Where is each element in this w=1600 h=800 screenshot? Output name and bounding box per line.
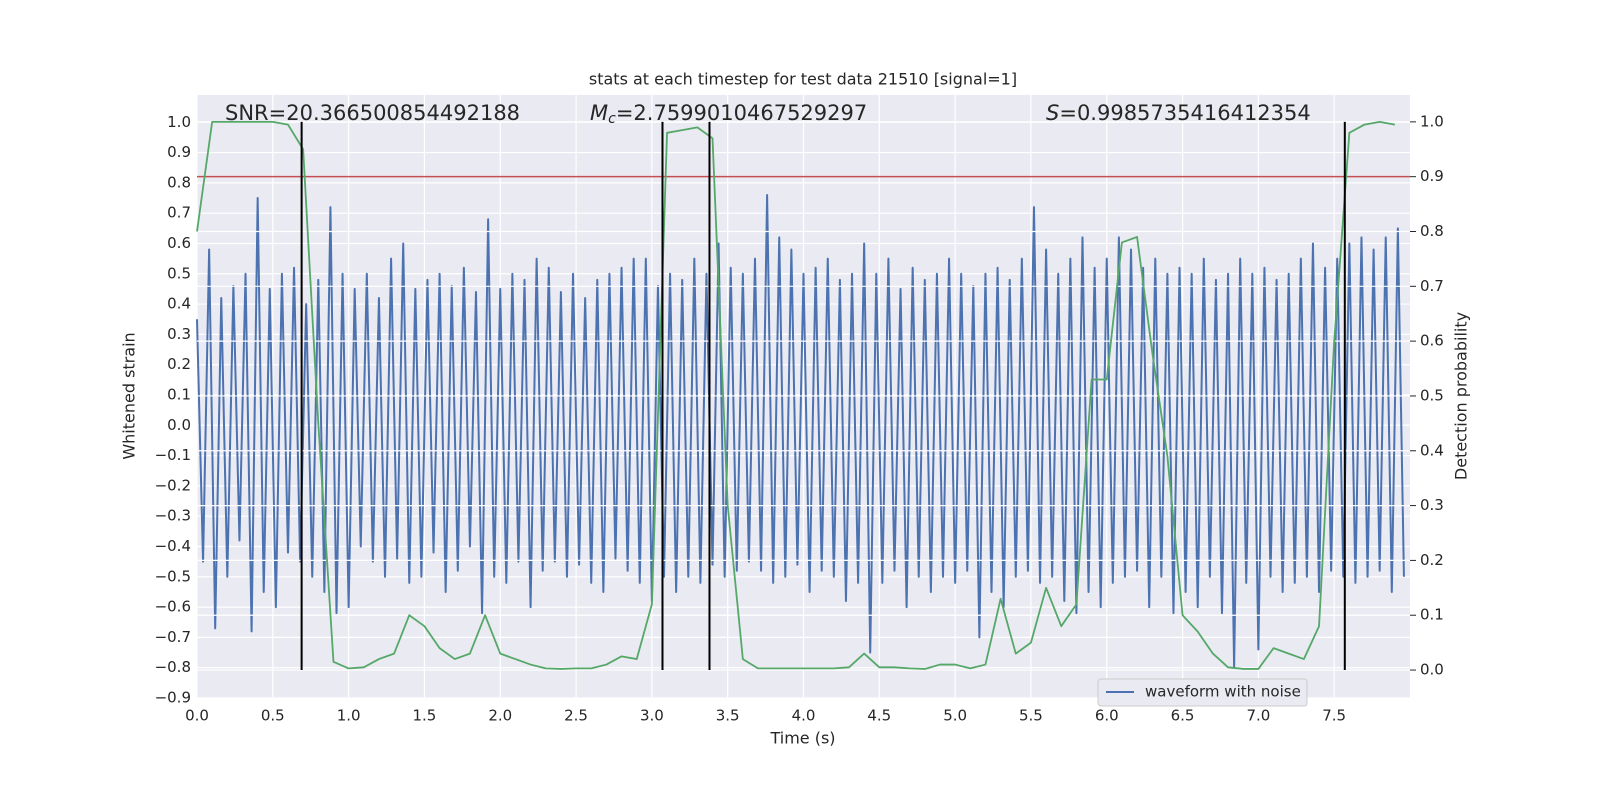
annotation-text: =0.9985735416412354	[1059, 101, 1310, 125]
x-tick-label: 5.5	[1019, 707, 1043, 725]
y-tick-label: 0.1	[167, 385, 191, 403]
y2-tick-label: 0.1	[1420, 606, 1444, 624]
x-tick-label: 4.0	[792, 707, 816, 725]
y-tick-label: 0.2	[167, 355, 191, 373]
y-tick-label: 0.4	[167, 295, 191, 313]
y2-axis-label: Detection probability	[1452, 312, 1471, 480]
y2-tick-label: 0.9	[1420, 167, 1444, 185]
y-tick-label: −0.4	[155, 537, 191, 555]
y2-tick-label: 0.5	[1420, 386, 1444, 404]
annotation-subscript: c	[608, 111, 616, 127]
probability-line	[196, 120, 1395, 670]
x-tick-label: 5.0	[943, 707, 967, 725]
x-tick-label: 3.5	[716, 707, 740, 725]
y2-tick-label: 0.8	[1420, 222, 1444, 240]
y-tick-label: 1.0	[167, 113, 191, 131]
y2-tick-label: 0.2	[1420, 551, 1444, 569]
x-tick-label: 2.0	[488, 707, 512, 725]
y-tick-label: −0.7	[155, 628, 191, 646]
x-tick-label: 3.0	[640, 707, 664, 725]
x-tick-label: 4.5	[867, 707, 891, 725]
y-tick-label: −0.1	[155, 446, 191, 464]
annotation-symbol: S	[1046, 101, 1059, 125]
y2-tick-label: 0.6	[1420, 332, 1444, 350]
y2-tick-label: 0.0	[1420, 661, 1444, 679]
y-tick-label: −0.6	[155, 598, 191, 616]
x-axis-label: Time (s)	[769, 729, 835, 748]
y2-tick-label: 0.3	[1420, 496, 1444, 514]
y-tick-label: 0.6	[167, 234, 191, 252]
annotation-text: SNR=20.366500854492188	[225, 101, 520, 125]
y-tick-label: 0.3	[167, 325, 191, 343]
annotation: Mc=2.7599010467529297	[590, 101, 867, 127]
x-tick-label: 7.5	[1322, 707, 1346, 725]
x-tick-label: 1.0	[337, 707, 361, 725]
y-tick-label: 0.0	[167, 416, 191, 434]
y-tick-label: −0.8	[155, 658, 191, 676]
y2-tick-label: 1.0	[1420, 112, 1444, 130]
x-tick-label: 2.5	[564, 707, 588, 725]
y2-tick-label: 0.7	[1420, 277, 1444, 295]
y-tick-label: −0.2	[155, 476, 191, 494]
annotation: S=0.9985735416412354	[1046, 101, 1311, 125]
y-tick-label: 0.8	[167, 173, 191, 191]
y-tick-label: 0.7	[167, 204, 191, 222]
annotation-text: =2.7599010467529297	[616, 101, 867, 125]
legend-box	[1097, 678, 1308, 707]
y-axis-label: Whitened strain	[120, 332, 139, 459]
annotation-symbol: M	[590, 101, 608, 125]
x-tick-label: 6.5	[1171, 707, 1195, 725]
y-tick-label: 0.9	[167, 143, 191, 161]
y-tick-label: 0.5	[167, 264, 191, 282]
x-tick-label: 0.0	[185, 707, 209, 725]
x-tick-label: 6.0	[1095, 707, 1119, 725]
x-tick-label: 0.5	[261, 707, 285, 725]
y-tick-label: −0.5	[155, 567, 191, 585]
chart-title: stats at each timestep for test data 215…	[589, 70, 1017, 89]
annotation: SNR=20.366500854492188	[225, 101, 520, 125]
y-tick-label: −0.3	[155, 507, 191, 525]
x-tick-label: 1.5	[413, 707, 437, 725]
legend-label: waveform with noise	[1145, 683, 1301, 701]
y2-tick-label: 0.4	[1420, 441, 1444, 459]
x-tick-label: 7.0	[1246, 707, 1270, 725]
y-tick-label: −0.9	[155, 689, 191, 707]
